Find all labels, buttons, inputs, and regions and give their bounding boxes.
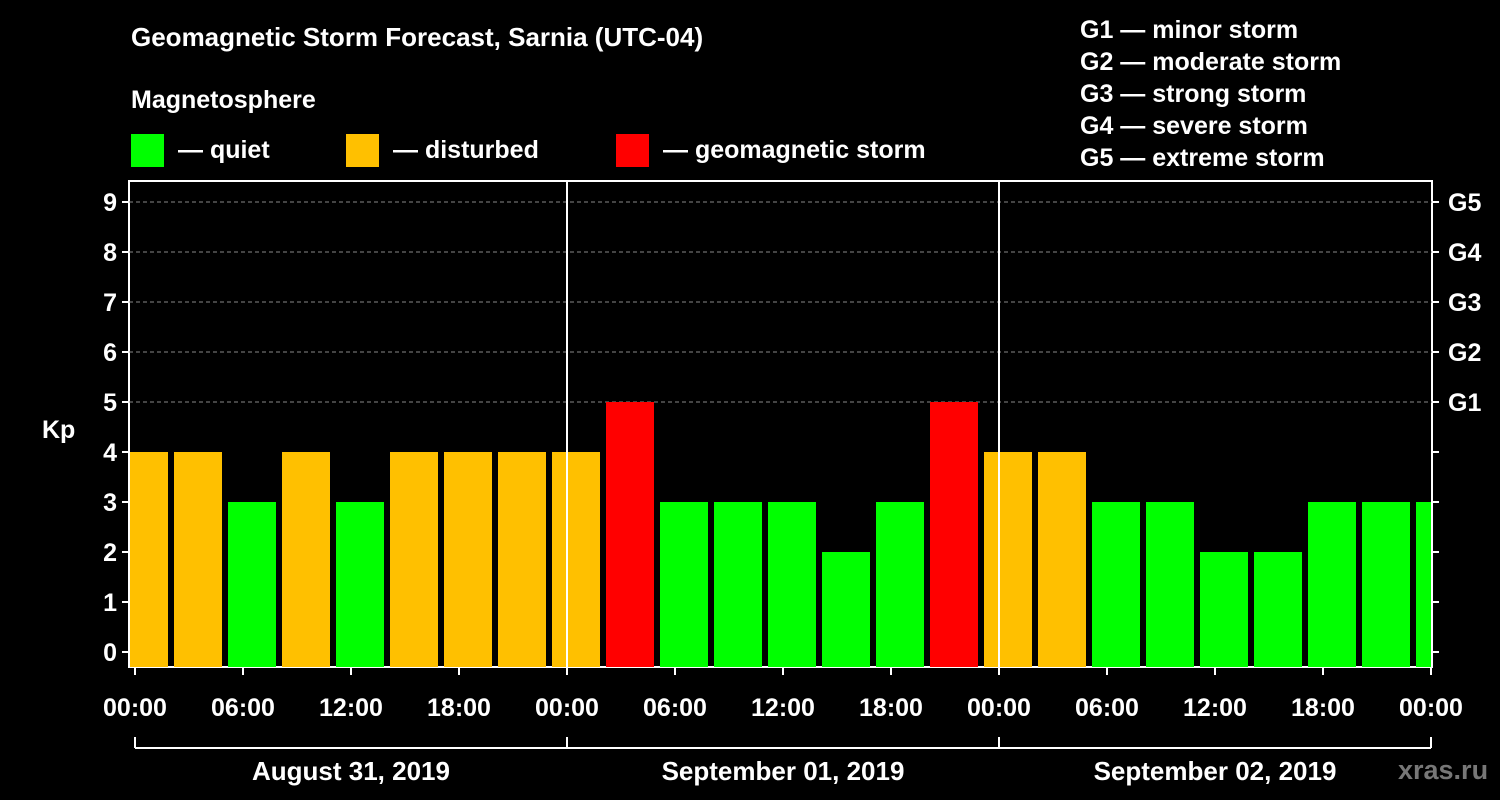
y-tick-label-9: 9: [103, 189, 117, 217]
bar-13-quiet: [822, 552, 870, 667]
watermark: xras.ru: [1398, 755, 1489, 785]
legend-quiet-label: — quiet: [178, 135, 270, 164]
bar-10-quiet: [660, 502, 708, 667]
bars-group: [130, 402, 1431, 667]
x-tick-label-0: 00:00: [103, 694, 167, 722]
bar-8-disturbed: [552, 452, 600, 667]
x-tick-label-2: 12:00: [319, 694, 383, 722]
bar-17-disturbed: [1038, 452, 1086, 667]
y-tick-label-2: 2: [103, 539, 117, 567]
x-tick-label-7: 18:00: [859, 694, 923, 722]
bar-22-quiet: [1308, 502, 1356, 667]
bar-21-quiet: [1254, 552, 1302, 667]
bar-19-quiet: [1146, 502, 1194, 667]
bar-16-disturbed: [984, 452, 1032, 667]
g-level-key: G1 — minor storm G2 — moderate storm G3 …: [1080, 14, 1341, 174]
x-tick-label-5: 06:00: [643, 694, 707, 722]
bar-7-disturbed: [498, 452, 546, 667]
right-label-g3: G3: [1448, 289, 1481, 317]
y-tick-label-4: 4: [103, 439, 117, 467]
bar-6-disturbed: [444, 452, 492, 667]
bar-4-quiet: [336, 502, 384, 667]
bar-12-quiet: [768, 502, 816, 667]
y-axis-label: Kp: [42, 416, 75, 444]
x-tick-label-10: 12:00: [1183, 694, 1247, 722]
x-tick-label-8: 00:00: [967, 694, 1031, 722]
y-tick-label-1: 1: [103, 589, 117, 617]
bar-23-quiet: [1362, 502, 1410, 667]
legend-disturbed-swatch: [346, 133, 379, 167]
legend-disturbed-label: — disturbed: [393, 135, 539, 164]
x-tick-label-4: 00:00: [535, 694, 599, 722]
bar-14-quiet: [876, 502, 924, 667]
x-tick-label-9: 06:00: [1075, 694, 1139, 722]
legend-quiet: — quiet: [131, 133, 270, 167]
x-tick-label-11: 18:00: [1291, 694, 1355, 722]
legend-storm: — geomagnetic storm: [616, 133, 926, 167]
legend-storm-label: — geomagnetic storm: [663, 135, 926, 164]
bar-5-disturbed: [390, 452, 438, 667]
right-label-g4: G4: [1448, 239, 1481, 267]
x-tick-label-12: 00:00: [1399, 694, 1463, 722]
right-label-g5: G5: [1448, 189, 1481, 217]
x-tick-label-6: 12:00: [751, 694, 815, 722]
g-level-g3: G3 — strong storm: [1080, 80, 1307, 108]
bar-0-disturbed: [130, 452, 168, 667]
day-label-2: September 02, 2019: [1094, 756, 1337, 786]
legend-storm-swatch: [616, 133, 649, 167]
bar-3-disturbed: [282, 452, 330, 667]
magnetosphere-label: Magnetosphere: [131, 86, 316, 114]
legend-disturbed: — disturbed: [346, 133, 539, 167]
right-label-g2: G2: [1448, 339, 1481, 367]
bar-20-quiet: [1200, 552, 1248, 667]
bar-9-storm: [606, 402, 654, 667]
y-tick-label-0: 0: [103, 639, 117, 667]
x-tick-label-1: 06:00: [211, 694, 275, 722]
bar-15-storm: [930, 402, 978, 667]
legend-quiet-swatch: [131, 133, 164, 167]
y-tick-label-3: 3: [103, 489, 117, 517]
bar-24-quiet: [1416, 502, 1431, 667]
y-tick-label-7: 7: [103, 289, 117, 317]
g-level-g4: G4 — severe storm: [1080, 112, 1308, 140]
g-level-g1: G1 — minor storm: [1080, 16, 1299, 44]
g-level-g5: G5 — extreme storm: [1080, 144, 1325, 172]
bar-2-quiet: [228, 502, 276, 667]
y-tick-label-5: 5: [103, 389, 117, 417]
right-label-g1: G1: [1448, 389, 1481, 417]
bar-18-quiet: [1092, 502, 1140, 667]
bar-11-quiet: [714, 502, 762, 667]
bar-1-disturbed: [174, 452, 222, 667]
chart-title: Geomagnetic Storm Forecast, Sarnia (UTC-…: [131, 22, 704, 52]
y-tick-label-6: 6: [103, 339, 117, 367]
x-tick-label-3: 18:00: [427, 694, 491, 722]
day-label-0: August 31, 2019: [252, 756, 450, 786]
g-level-g2: G2 — moderate storm: [1080, 48, 1342, 76]
day-label-1: September 01, 2019: [662, 756, 905, 786]
y-tick-label-8: 8: [103, 239, 117, 267]
